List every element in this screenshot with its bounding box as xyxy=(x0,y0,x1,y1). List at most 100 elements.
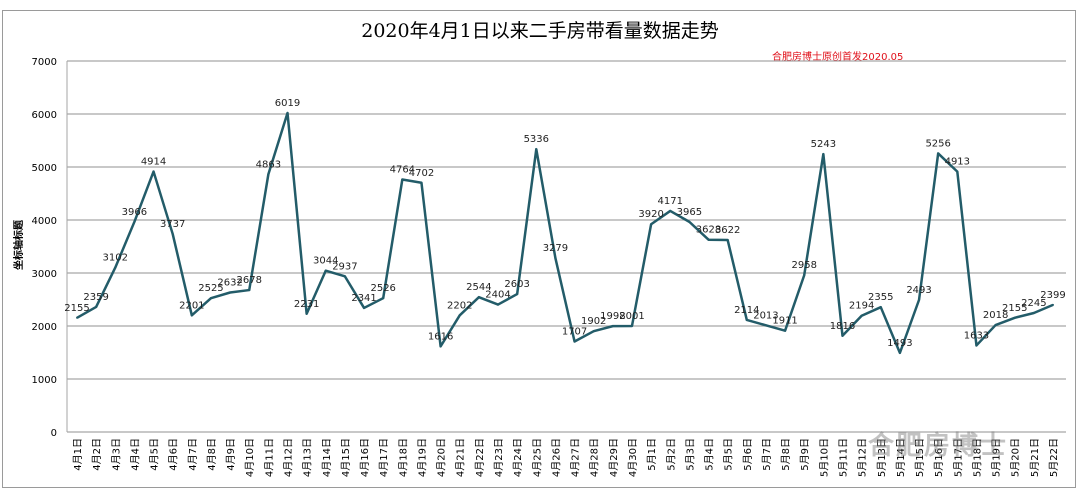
x-tick-label: 4月7日 xyxy=(187,438,199,471)
data-point xyxy=(822,153,825,156)
data-point xyxy=(363,306,366,309)
data-label: 3737 xyxy=(160,219,185,230)
data-label: 3622 xyxy=(715,225,740,236)
data-point xyxy=(879,306,882,309)
x-tick-label: 4月29日 xyxy=(608,438,620,477)
x-tick-label: 5月5日 xyxy=(723,438,735,471)
data-point xyxy=(707,238,710,241)
x-tick-label: 5月19日 xyxy=(991,438,1003,477)
y-tick-label: 5000 xyxy=(32,163,57,174)
x-tick-label: 4月8日 xyxy=(206,438,218,471)
data-point xyxy=(209,297,212,300)
data-label: 3102 xyxy=(103,253,128,264)
data-label: 4171 xyxy=(658,196,683,207)
x-tick-label: 4月19日 xyxy=(416,438,428,477)
data-point xyxy=(229,291,232,294)
x-tick-label: 4月27日 xyxy=(570,438,582,477)
data-label: 2603 xyxy=(504,279,529,290)
data-label: 2632 xyxy=(217,278,242,289)
data-point xyxy=(784,329,787,332)
x-tick-label: 5月15日 xyxy=(914,438,926,477)
x-tick-label: 4月5日 xyxy=(149,438,161,471)
data-label: 1911 xyxy=(772,316,797,327)
y-tick-label: 3000 xyxy=(32,269,57,280)
x-tick-label: 5月22日 xyxy=(1048,438,1060,477)
data-label: 2114 xyxy=(734,305,759,316)
annotation: 合肥房博士原创首发2020.05 xyxy=(772,52,904,63)
x-tick-label: 4月18日 xyxy=(397,438,409,477)
data-point xyxy=(535,148,538,151)
x-tick-label: 4月17日 xyxy=(378,438,390,477)
x-tick-label: 5月21日 xyxy=(1029,438,1041,477)
data-label: 2355 xyxy=(868,292,893,303)
x-tick-label: 5月13日 xyxy=(876,438,888,477)
data-label: 1707 xyxy=(562,327,587,338)
data-point xyxy=(152,170,155,173)
x-tick-label: 4月1日 xyxy=(72,438,84,471)
data-label: 3628 xyxy=(696,225,721,236)
data-label: 4913 xyxy=(945,157,970,168)
data-point xyxy=(745,318,748,321)
data-point xyxy=(1032,312,1035,315)
data-label: 2155 xyxy=(64,303,89,314)
x-tick-label: 5月1日 xyxy=(646,438,658,471)
data-label: 1998 xyxy=(600,311,625,322)
data-label: 2018 xyxy=(983,310,1008,321)
x-tick-label: 4月4日 xyxy=(129,438,141,471)
data-point xyxy=(382,297,385,300)
x-tick-label: 5月10日 xyxy=(818,438,830,477)
data-label: 2341 xyxy=(351,293,376,304)
data-point xyxy=(343,275,346,278)
data-label: 2525 xyxy=(198,283,223,294)
x-tick-label: 4月22日 xyxy=(474,438,486,477)
series-line xyxy=(76,111,1054,355)
data-point xyxy=(860,314,863,317)
x-tick-label: 4月9日 xyxy=(225,438,237,471)
data-label: 1816 xyxy=(830,321,855,332)
y-tick-label: 1000 xyxy=(32,375,57,386)
data-label: 4702 xyxy=(409,168,434,179)
data-point xyxy=(133,220,136,223)
y-tick-label: 6000 xyxy=(32,110,57,121)
watermark: 合肥房博士 xyxy=(868,431,1009,461)
x-tick-label: 4月2日 xyxy=(91,438,103,471)
data-point xyxy=(611,325,614,328)
data-point xyxy=(516,293,519,296)
data-label: 2937 xyxy=(332,261,357,272)
data-label: 2544 xyxy=(466,282,491,293)
data-point xyxy=(114,266,117,269)
data-label: 1616 xyxy=(428,331,453,342)
data-point xyxy=(803,274,806,277)
x-tick-label: 5月4日 xyxy=(704,438,716,471)
x-tick-label: 5月16日 xyxy=(933,438,945,477)
data-point xyxy=(190,314,193,317)
data-label: 2194 xyxy=(849,301,874,312)
x-tick-label: 5月2日 xyxy=(665,438,677,471)
data-point xyxy=(554,257,557,260)
data-label: 1902 xyxy=(581,316,606,327)
data-label: 1633 xyxy=(964,330,989,341)
data-point xyxy=(267,173,270,176)
data-point xyxy=(841,334,844,337)
data-label: 2404 xyxy=(485,290,510,301)
data-point xyxy=(477,296,480,299)
x-tick-label: 4月14日 xyxy=(321,438,333,477)
x-tick-label: 4月28日 xyxy=(589,438,601,477)
x-tick-label: 5月9日 xyxy=(799,438,811,471)
x-tick-label: 5月8日 xyxy=(780,438,792,471)
data-label: 2359 xyxy=(83,292,108,303)
data-label: 3920 xyxy=(638,209,663,220)
data-label: 2493 xyxy=(906,285,931,296)
y-tick-label: 2000 xyxy=(32,322,57,333)
data-point xyxy=(458,314,461,317)
x-tick-label: 5月14日 xyxy=(895,438,907,477)
data-point xyxy=(248,289,251,292)
x-tick-label: 4月21日 xyxy=(455,438,467,477)
data-label: 2526 xyxy=(370,283,395,294)
data-point xyxy=(573,340,576,343)
data-label: 2001 xyxy=(619,311,644,322)
data-point xyxy=(76,316,78,319)
data-point xyxy=(439,345,442,348)
data-point xyxy=(918,298,921,301)
data-point xyxy=(286,111,289,114)
